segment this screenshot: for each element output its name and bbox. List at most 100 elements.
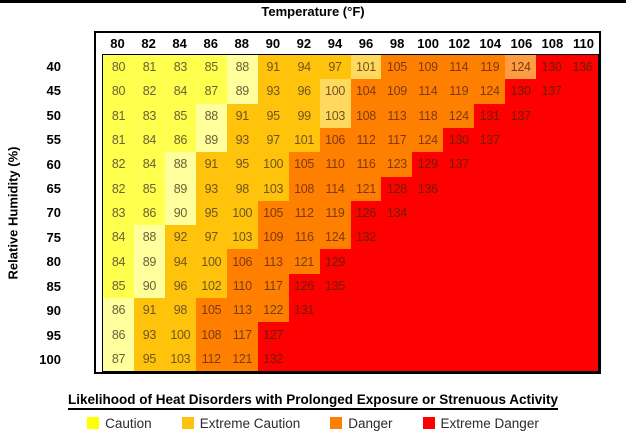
heat-cell bbox=[319, 322, 351, 347]
heat-cell: 116 bbox=[350, 152, 382, 177]
heat-cell bbox=[505, 298, 537, 323]
column-headers: 80 82 84 86 88 90 92 94 96 98 100 102 104 106 108 110 bbox=[102, 33, 599, 54]
row-labels: 40 45 50 55 60 65 70 75 80 85 90 95 100 bbox=[18, 54, 61, 372]
heat-cell: 86 bbox=[133, 200, 165, 226]
column-header: 110 bbox=[572, 36, 594, 51]
heat-cell bbox=[536, 225, 568, 250]
heat-cell bbox=[536, 273, 568, 299]
heat-cell: 81 bbox=[133, 55, 165, 80]
heat-cell: 88 bbox=[226, 55, 258, 80]
heat-cell bbox=[567, 127, 598, 153]
heat-cell: 119 bbox=[319, 200, 351, 226]
heat-cell: 81 bbox=[103, 127, 134, 153]
heat-cell: 89 bbox=[195, 127, 227, 153]
heat-cell: 105 bbox=[381, 55, 413, 80]
heat-cell: 100 bbox=[195, 249, 227, 274]
column-header: 80 bbox=[110, 36, 125, 51]
heat-cell: 114 bbox=[412, 79, 444, 104]
heat-cell: 93 bbox=[195, 176, 227, 201]
heat-cell: 117 bbox=[381, 127, 413, 153]
heat-cell bbox=[536, 127, 568, 153]
heat-cell bbox=[567, 225, 598, 250]
heat-cell: 129 bbox=[319, 249, 351, 274]
top-border-line bbox=[0, 0, 626, 3]
legend-item-label: Danger bbox=[348, 415, 393, 431]
heat-cell: 137 bbox=[505, 103, 537, 128]
heat-cell bbox=[505, 322, 537, 347]
legend-item: Danger bbox=[330, 415, 393, 431]
heat-cell: 98 bbox=[164, 298, 196, 323]
heat-cell: 104 bbox=[350, 79, 382, 104]
heat-cell: 137 bbox=[443, 152, 475, 177]
legend-title: Likelihood of Heat Disorders with Prolon… bbox=[0, 392, 626, 410]
heat-cell: 89 bbox=[133, 249, 165, 274]
heat-cell bbox=[319, 298, 351, 323]
column-header: 106 bbox=[510, 36, 533, 51]
row-label: 50 bbox=[46, 107, 61, 123]
heat-cell: 96 bbox=[164, 273, 196, 299]
heat-cell bbox=[412, 225, 444, 250]
legend-item-label: Caution bbox=[105, 415, 152, 431]
heat-cell bbox=[474, 322, 506, 347]
column-header: 108 bbox=[541, 36, 564, 51]
column-header: 84 bbox=[172, 36, 187, 51]
heat-cell: 84 bbox=[103, 249, 134, 274]
heat-cell: 84 bbox=[164, 79, 196, 104]
heat-cell bbox=[412, 249, 444, 274]
heat-cell: 85 bbox=[195, 55, 227, 80]
heat-cell: 129 bbox=[412, 152, 444, 177]
row-label: 85 bbox=[46, 278, 61, 294]
heat-cell: 109 bbox=[257, 225, 289, 250]
heatmap-grid: 80 81 83 85 88 91 94 97 101 105 109 114 119 124 130 136… bbox=[102, 54, 599, 372]
heat-cell bbox=[505, 152, 537, 177]
heat-cell bbox=[536, 322, 568, 347]
heat-cell: 106 bbox=[226, 249, 258, 274]
heat-cell: 84 bbox=[103, 225, 134, 250]
heat-cell bbox=[443, 176, 475, 201]
heat-cell: 97 bbox=[257, 127, 289, 153]
heat-cell: 83 bbox=[133, 103, 165, 128]
heat-cell: 90 bbox=[164, 200, 196, 226]
heat-cell: 98 bbox=[226, 176, 258, 201]
legend-item-label: Extreme Caution bbox=[199, 415, 301, 431]
heat-cell: 130 bbox=[443, 127, 475, 153]
row-label: 65 bbox=[46, 181, 61, 197]
row-label: 80 bbox=[46, 254, 61, 270]
heat-cell: 86 bbox=[164, 127, 196, 153]
heat-cell: 81 bbox=[103, 103, 134, 128]
heat-cell: 89 bbox=[226, 79, 258, 104]
heat-cell: 110 bbox=[319, 152, 351, 177]
heat-cell: 131 bbox=[474, 103, 506, 128]
heat-cell: 112 bbox=[350, 127, 382, 153]
heat-cell: 106 bbox=[319, 127, 351, 153]
heat-cell: 100 bbox=[319, 79, 351, 104]
heat-cell bbox=[381, 298, 413, 323]
column-header: 96 bbox=[358, 36, 374, 51]
heat-cell: 105 bbox=[195, 298, 227, 323]
heat-cell: 87 bbox=[195, 79, 227, 104]
heat-cell bbox=[536, 200, 568, 226]
heat-cell bbox=[443, 225, 475, 250]
heat-cell bbox=[567, 346, 598, 371]
heat-cell: 108 bbox=[350, 103, 382, 128]
column-header: 82 bbox=[141, 36, 156, 51]
heat-cell: 91 bbox=[133, 298, 165, 323]
heat-cell bbox=[536, 103, 568, 128]
heat-cell: 131 bbox=[288, 298, 320, 323]
heat-cell: 96 bbox=[288, 79, 320, 104]
heat-cell: 93 bbox=[133, 322, 165, 347]
heat-cell bbox=[412, 346, 444, 371]
x-axis-title: Temperature (°F) bbox=[261, 4, 365, 19]
heat-cell bbox=[536, 176, 568, 201]
heat-cell: 124 bbox=[505, 55, 537, 80]
heat-cell: 82 bbox=[103, 152, 134, 177]
heat-cell: 90 bbox=[133, 273, 165, 299]
heat-cell: 105 bbox=[288, 152, 320, 177]
heat-cell: 112 bbox=[288, 200, 320, 226]
heat-cell bbox=[474, 273, 506, 299]
heat-cell bbox=[350, 298, 382, 323]
heat-cell: 85 bbox=[133, 176, 165, 201]
legend-item: Extreme Danger bbox=[422, 416, 539, 431]
heat-cell: 112 bbox=[195, 346, 227, 371]
